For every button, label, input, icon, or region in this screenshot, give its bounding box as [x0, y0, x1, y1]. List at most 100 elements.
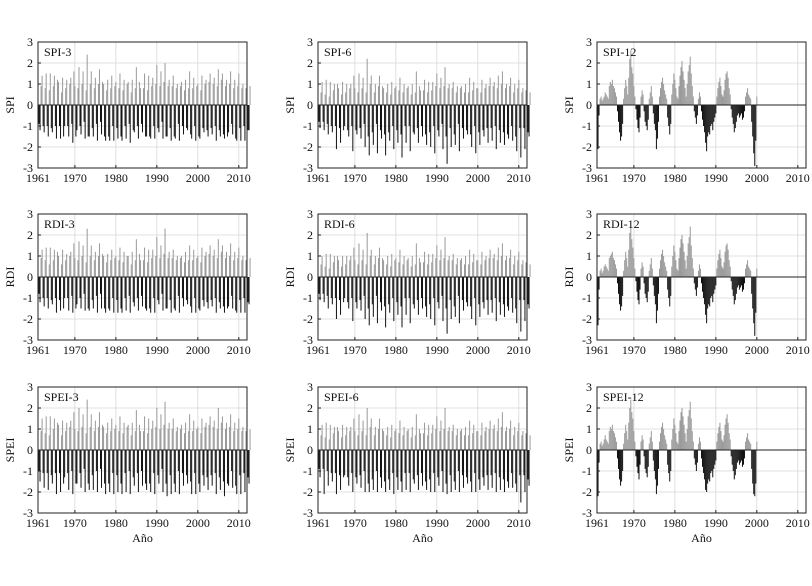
- bar: [162, 450, 164, 492]
- bar: [716, 96, 718, 105]
- bar: [715, 450, 717, 461]
- bar: [193, 249, 195, 277]
- bar: [87, 105, 89, 137]
- bar: [472, 433, 474, 450]
- bar: [703, 105, 705, 126]
- bar: [731, 105, 733, 118]
- bar: [222, 105, 224, 135]
- bar: [70, 77, 72, 105]
- bar: [136, 277, 138, 298]
- bar: [105, 277, 107, 313]
- bar: [602, 98, 604, 105]
- x-tick-label: 1990: [145, 171, 169, 185]
- bar: [195, 105, 197, 141]
- bar: [38, 105, 40, 124]
- bar: [145, 277, 147, 309]
- bar: [693, 105, 695, 112]
- bar: [497, 418, 499, 450]
- bar: [124, 277, 126, 298]
- bar: [688, 237, 690, 277]
- bar: [383, 88, 385, 105]
- bar: [751, 450, 753, 469]
- bar: [418, 429, 420, 450]
- bar: [167, 429, 169, 450]
- bar: [42, 450, 44, 474]
- x-tick-label: 1961: [306, 343, 330, 357]
- bar: [472, 262, 474, 277]
- y-tick-label: 2: [307, 56, 313, 70]
- bar: [438, 277, 440, 309]
- bar: [682, 71, 684, 105]
- bar: [633, 258, 635, 277]
- bar: [661, 426, 663, 450]
- bar: [427, 264, 429, 277]
- bar: [475, 105, 477, 154]
- bar: [247, 450, 249, 478]
- bar: [430, 277, 432, 319]
- y-axis-label: SPEI: [3, 438, 17, 463]
- y-tick-label: 0: [586, 98, 592, 112]
- bar: [380, 105, 381, 131]
- bar: [364, 277, 366, 319]
- bar: [212, 84, 214, 105]
- bar: [728, 88, 730, 105]
- bar: [96, 277, 98, 313]
- bar: [417, 277, 419, 315]
- bar: [124, 105, 126, 126]
- bar: [185, 251, 187, 277]
- bar: [179, 86, 181, 105]
- bar: [367, 450, 369, 484]
- bar: [169, 277, 171, 301]
- x-tick-label: 1961: [26, 343, 50, 357]
- x-tick-label: 2010: [507, 516, 531, 530]
- bar: [170, 277, 172, 313]
- x-tick-label: 2010: [786, 343, 810, 357]
- bar: [231, 450, 233, 471]
- bar: [355, 450, 357, 478]
- bar: [94, 77, 96, 105]
- y-tick-label: 3: [586, 35, 592, 49]
- bar: [473, 81, 475, 105]
- bar: [471, 450, 473, 492]
- bar: [632, 418, 634, 450]
- bar: [726, 414, 728, 450]
- y-tick-label: -3: [303, 506, 313, 520]
- bar: [355, 105, 357, 131]
- bar: [166, 277, 168, 309]
- bar: [645, 450, 647, 474]
- bar: [600, 96, 602, 105]
- bar: [743, 450, 744, 465]
- bar: [489, 249, 491, 277]
- bar: [236, 450, 238, 495]
- bar: [86, 228, 88, 277]
- bar: [213, 420, 215, 450]
- bar: [139, 431, 141, 450]
- bar: [602, 443, 604, 450]
- bar: [196, 258, 198, 277]
- bar: [63, 105, 65, 137]
- bar: [219, 450, 221, 490]
- bar: [371, 105, 373, 133]
- bar: [108, 277, 110, 309]
- bar: [491, 105, 493, 141]
- bar: [715, 105, 717, 114]
- bar: [186, 450, 188, 476]
- bar: [135, 67, 137, 105]
- bar: [638, 450, 640, 480]
- bar: [248, 450, 250, 484]
- bar: [140, 450, 142, 471]
- bar: [132, 105, 134, 131]
- bar: [429, 450, 431, 480]
- bar: [181, 450, 183, 474]
- bar: [752, 450, 754, 484]
- bar: [395, 258, 397, 277]
- bar: [469, 420, 471, 450]
- bar: [198, 105, 200, 137]
- bar: [201, 418, 203, 450]
- bar: [498, 277, 500, 303]
- bar: [374, 426, 376, 450]
- bar: [414, 92, 416, 105]
- bar: [469, 77, 471, 105]
- bar: [680, 67, 682, 105]
